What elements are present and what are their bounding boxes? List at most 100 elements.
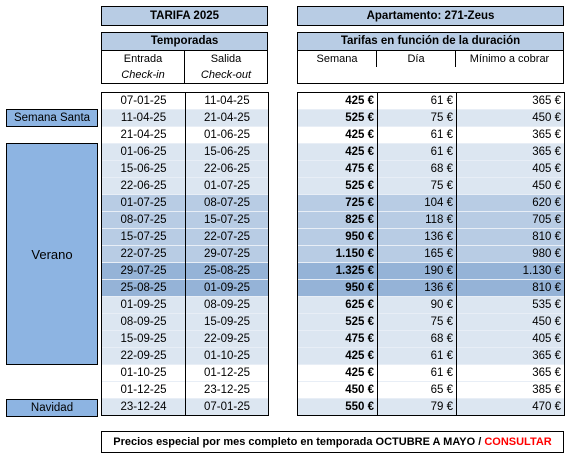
entrada-cell: 25-08-25 xyxy=(101,279,186,297)
price-row: 725 €104 €620 € xyxy=(297,194,565,212)
tarifas-title: Tarifas en función de la duración xyxy=(297,32,564,51)
date-row: 01-12-25 23-12-25 xyxy=(101,381,269,399)
minimo-cell: 620 € xyxy=(456,194,565,212)
minimo-cell: 705 € xyxy=(456,211,565,229)
price-row: 625 €90 €535 € xyxy=(297,296,565,314)
salida-cell: 01-06-25 xyxy=(185,126,269,144)
footer-text: Precios especial por mes completo en tem… xyxy=(113,436,485,448)
date-row: 25-08-25 01-09-25 xyxy=(101,279,269,297)
date-row: 07-01-25 11-04-25 xyxy=(101,92,269,110)
price-row: 425 €61 €365 € xyxy=(297,364,565,382)
date-row: 08-09-25 15-09-25 xyxy=(101,313,269,331)
salida-header: Salida xyxy=(184,51,268,67)
salida-cell: 21-04-25 xyxy=(185,109,269,127)
season-verano: Verano xyxy=(6,143,98,365)
dia-cell: 68 € xyxy=(377,160,457,178)
semana-cell: 625 € xyxy=(297,296,378,314)
salida-cell: 29-07-25 xyxy=(185,245,269,263)
price-row: 550 €79 €470 € xyxy=(297,398,565,416)
dia-cell: 104 € xyxy=(377,194,457,212)
dia-cell: 165 € xyxy=(377,245,457,263)
dia-header: Día xyxy=(376,51,456,67)
salida-cell: 01-09-25 xyxy=(185,279,269,297)
date-row: 01-09-25 08-09-25 xyxy=(101,296,269,314)
price-row: 525 €75 €450 € xyxy=(297,177,565,195)
semana-cell: 525 € xyxy=(297,177,378,195)
semana-cell: 725 € xyxy=(297,194,378,212)
dia-cell: 68 € xyxy=(377,330,457,348)
prices-table: 425 €61 €365 €525 €75 €450 €425 €61 €365… xyxy=(297,92,565,416)
entrada-cell: 01-09-25 xyxy=(101,296,186,314)
salida-cell: 01-07-25 xyxy=(185,177,269,195)
date-row: 01-07-25 08-07-25 xyxy=(101,194,269,212)
semana-cell: 525 € xyxy=(297,109,378,127)
date-row: 15-06-25 22-06-25 xyxy=(101,160,269,178)
semana-cell: 475 € xyxy=(297,160,378,178)
dia-cell: 75 € xyxy=(377,109,457,127)
entrada-cell: 22-07-25 xyxy=(101,245,186,263)
footer-note: Precios especial por mes completo en tem… xyxy=(101,431,564,453)
salida-cell: 15-09-25 xyxy=(185,313,269,331)
minimo-cell: 1.130 € xyxy=(456,262,565,280)
minimo-cell: 810 € xyxy=(456,228,565,246)
minimo-cell: 365 € xyxy=(456,364,565,382)
price-row: 450 €65 €385 € xyxy=(297,381,565,399)
entrada-cell: 08-07-25 xyxy=(101,211,186,229)
dia-cell: 118 € xyxy=(377,211,457,229)
semana-cell: 950 € xyxy=(297,279,378,297)
salida-cell: 25-08-25 xyxy=(185,262,269,280)
season-semana-santa: Semana Santa xyxy=(6,109,98,127)
semana-cell: 525 € xyxy=(297,313,378,331)
minimo-cell: 450 € xyxy=(456,313,565,331)
entrada-cell: 15-07-25 xyxy=(101,228,186,246)
price-row: 475 €68 €405 € xyxy=(297,160,565,178)
price-row: 425 €61 €365 € xyxy=(297,347,565,365)
season-navidad-label: Navidad xyxy=(30,402,74,414)
minimo-cell: 450 € xyxy=(456,177,565,195)
semana-cell: 425 € xyxy=(297,143,378,161)
minimo-cell: 405 € xyxy=(456,160,565,178)
price-row: 825 €118 €705 € xyxy=(297,211,565,229)
entrada-header: Entrada xyxy=(101,51,185,67)
price-row: 525 €75 €450 € xyxy=(297,109,565,127)
semana-header: Semana xyxy=(297,51,377,67)
minimo-cell: 810 € xyxy=(456,279,565,297)
checkout-header: Check-out xyxy=(184,67,268,84)
minimo-cell: 365 € xyxy=(456,347,565,365)
date-row: 11-04-25 21-04-25 xyxy=(101,109,269,127)
salida-cell: 08-09-25 xyxy=(185,296,269,314)
semana-cell: 450 € xyxy=(297,381,378,399)
price-row: 425 €61 €365 € xyxy=(297,126,565,144)
dia-cell: 136 € xyxy=(377,279,457,297)
consult-link[interactable]: CONSULTAR xyxy=(484,436,552,448)
date-row: 15-09-25 22-09-25 xyxy=(101,330,269,348)
semana-cell: 425 € xyxy=(297,364,378,382)
price-row: 525 €75 €450 € xyxy=(297,313,565,331)
dia-cell: 90 € xyxy=(377,296,457,314)
season-navidad: Navidad xyxy=(6,399,98,417)
minimo-cell: 365 € xyxy=(456,126,565,144)
price-row: 425 €61 €365 € xyxy=(297,92,565,110)
date-row: 21-04-25 01-06-25 xyxy=(101,126,269,144)
minimo-cell: 470 € xyxy=(456,398,565,416)
semana-cell: 425 € xyxy=(297,347,378,365)
entrada-cell: 07-01-25 xyxy=(101,92,186,110)
price-row: 950 €136 €810 € xyxy=(297,228,565,246)
dia-cell: 65 € xyxy=(377,381,457,399)
salida-cell: 23-12-25 xyxy=(185,381,269,399)
entrada-cell: 01-07-25 xyxy=(101,194,186,212)
dia-cell: 61 € xyxy=(377,347,457,365)
dia-cell: 190 € xyxy=(377,262,457,280)
salida-cell: 11-04-25 xyxy=(185,92,269,110)
price-row: 1.325 €190 €1.130 € xyxy=(297,262,565,280)
salida-cell: 01-12-25 xyxy=(185,364,269,382)
dia-cell: 79 € xyxy=(377,398,457,416)
entrada-cell: 29-07-25 xyxy=(101,262,186,280)
entrada-cell: 11-04-25 xyxy=(101,109,186,127)
date-row: 08-07-25 15-07-25 xyxy=(101,211,269,229)
entrada-cell: 15-06-25 xyxy=(101,160,186,178)
minimo-cell: 405 € xyxy=(456,330,565,348)
price-row: 475 €68 €405 € xyxy=(297,330,565,348)
entrada-cell: 01-10-25 xyxy=(101,364,186,382)
entrada-cell: 08-09-25 xyxy=(101,313,186,331)
